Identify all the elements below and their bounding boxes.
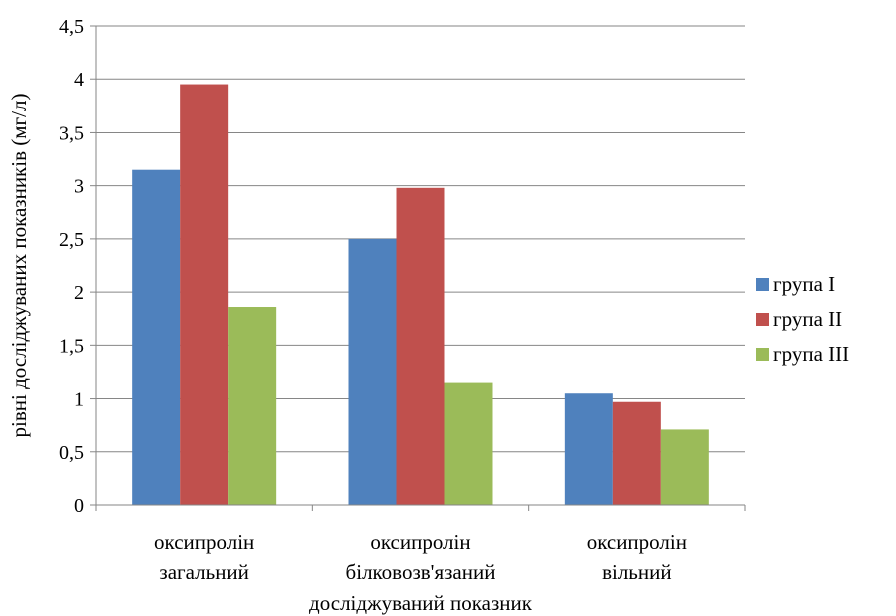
legend-label: група I [773,272,835,296]
legend-label: група III [773,342,849,366]
bar [228,307,277,505]
y-tick-label: 4,5 [59,16,84,38]
x-category-labels: оксипролін загальний оксипролін білковозв'я… [154,530,687,584]
x-category-label: вільний [602,560,672,584]
bar [660,429,709,505]
x-category-label: оксипролін [370,530,470,554]
legend-swatch [756,348,769,361]
bar [444,382,493,505]
legend-swatch [756,278,769,291]
bar [132,169,181,505]
bar [564,393,613,505]
y-tick-label: 3,5 [59,122,84,144]
legend-label: група II [773,307,842,331]
x-category-label: білковозв'язаний [346,560,496,584]
y-tick-label: 2,5 [59,229,84,251]
y-tick-label: 3 [74,176,84,198]
y-tick-label: 2 [74,282,84,304]
x-category-label: оксипролін [154,530,254,554]
axes [90,25,746,511]
y-tick-label: 1,5 [59,335,84,357]
y-tick-label: 1 [74,389,84,411]
y-tick-label: 4 [74,69,84,91]
y-tick-labels: 0 0,5 1 1,5 2 2,5 3 3,5 4 4,5 [59,16,84,517]
y-tick-label: 0,5 [59,442,84,464]
x-axis-title: досліджуваний показник [309,591,533,615]
y-axis-title: рівні досліджуваних показників (мг/л) [7,94,31,438]
legend-swatch [756,313,769,326]
bars [132,84,709,506]
bar [180,84,229,506]
bar [612,401,661,505]
legend: група I група II група III [756,272,849,366]
bar [348,238,397,505]
bar [396,187,445,505]
y-tick-label: 0 [74,495,84,517]
x-category-label: оксипролін [587,530,687,554]
x-category-label: загальний [159,560,249,584]
